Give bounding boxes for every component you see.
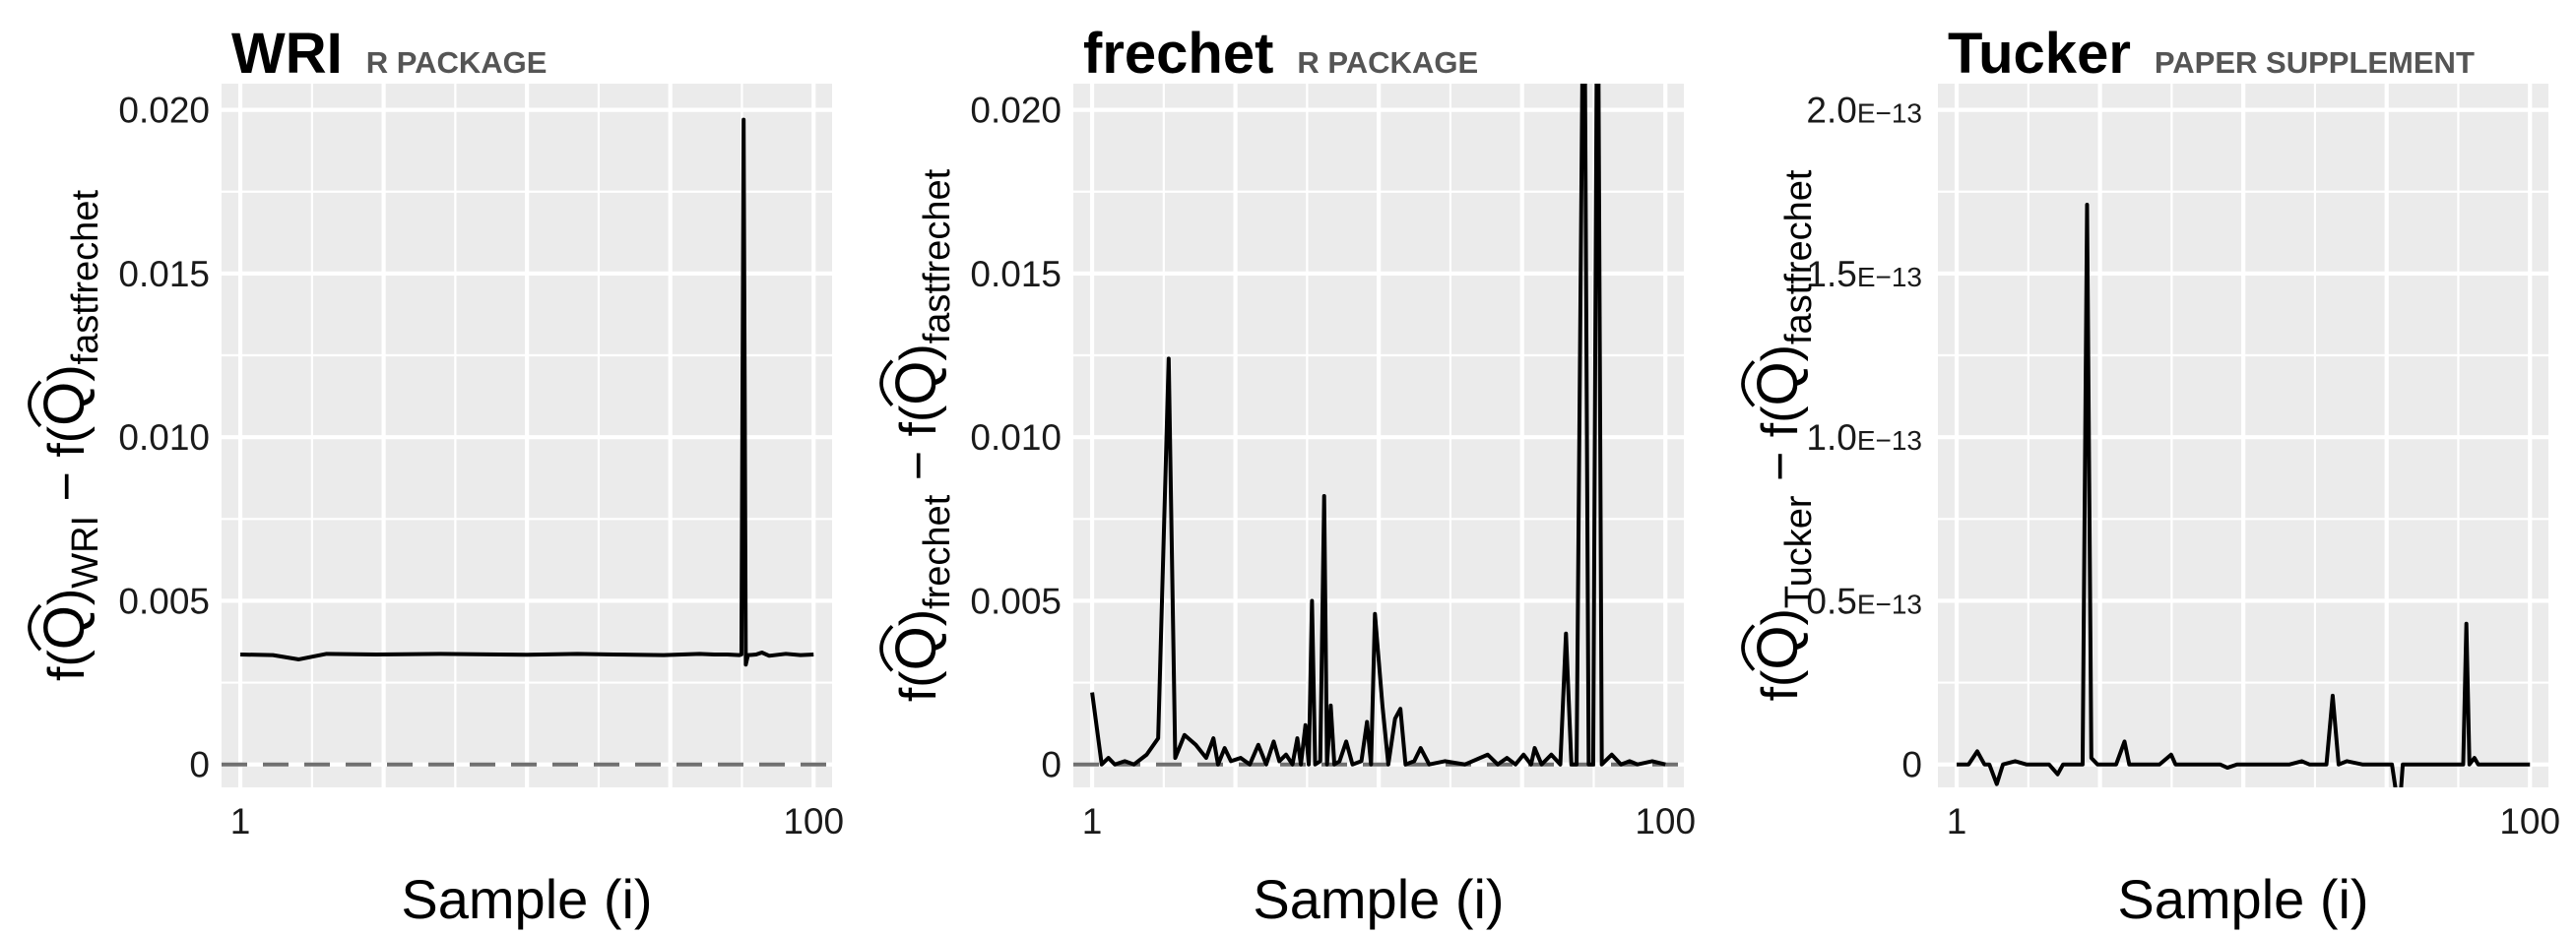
x-tick-label: 1 bbox=[230, 801, 251, 842]
ylabel-part: − f( bbox=[890, 405, 947, 495]
y-tick-label: 0 bbox=[1901, 745, 1922, 785]
x-tick-label: 100 bbox=[1635, 801, 1696, 842]
gridlines bbox=[1938, 84, 2548, 787]
y-tick-mantissa: 0 bbox=[1901, 745, 1922, 785]
x-tick-label: 100 bbox=[783, 801, 844, 842]
y-tick-mantissa: 1.0 bbox=[1806, 417, 1856, 458]
ylabel-hat-symbol: Q bbox=[32, 605, 97, 650]
y-axis-label: f(Q)frechet − f(Q)fastfrechet bbox=[879, 168, 958, 702]
ylabel-subscript: WRI bbox=[65, 516, 106, 589]
ylabel-subscript: fastfrechet bbox=[65, 190, 106, 365]
y-tick-label: 1.0E−13 bbox=[1806, 417, 1922, 458]
ylabel-hat-accent bbox=[28, 380, 42, 428]
ylabel-part: ) bbox=[38, 589, 96, 605]
y-tick-label: 0.010 bbox=[118, 417, 210, 458]
panel-1: 0 0.005 0.010 0.015 0.020 1 100 Sample (i) WRI R … bbox=[28, 22, 844, 930]
series-line bbox=[1090, 84, 1666, 767]
panel-title: frechet bbox=[1083, 22, 1273, 86]
panel-subtitle: PAPER SUPPLEMENT bbox=[2155, 45, 2475, 80]
ylabel-part: f( bbox=[38, 650, 96, 681]
panel-subtitle: R PACKAGE bbox=[1297, 45, 1478, 80]
y-tick-label: 0 bbox=[1041, 745, 1062, 785]
ylabel-hat-accent bbox=[879, 625, 894, 672]
ylabel-hat-symbol: Q bbox=[32, 382, 97, 426]
ylabel-part: ) bbox=[1752, 608, 1809, 625]
panel-title: Tucker bbox=[1948, 22, 2131, 86]
series-line bbox=[240, 117, 814, 667]
y-tick-exponent: E−13 bbox=[1857, 589, 1922, 619]
ylabel-hat-symbol: Q bbox=[1746, 626, 1810, 670]
y-tick-label: 0.005 bbox=[118, 581, 210, 621]
y-tick-label: 0.015 bbox=[118, 254, 210, 294]
y-tick-label: 0 bbox=[189, 745, 210, 785]
y-tick-mantissa: 1.5 bbox=[1806, 254, 1856, 294]
x-tick-label: 1 bbox=[1947, 801, 1967, 842]
panel-subtitle: R PACKAGE bbox=[366, 45, 547, 80]
panel-title: WRI bbox=[231, 22, 343, 86]
ylabel-hat-symbol: Q bbox=[1746, 361, 1810, 405]
x-axis-label: Sample (i) bbox=[1253, 868, 1504, 930]
x-axis-label: Sample (i) bbox=[2117, 868, 2368, 930]
y-tick-mantissa: 2.0 bbox=[1806, 91, 1856, 131]
y-axis-label-text: f(Q)Tucker − f(Q)fastfrechet bbox=[1746, 169, 1820, 701]
y-axis-label: f(Q)Tucker − f(Q)fastfrechet bbox=[1741, 169, 1820, 701]
y-tick-label: 0.5E−13 bbox=[1806, 581, 1922, 621]
x-axis-label: Sample (i) bbox=[401, 868, 652, 930]
ylabel-part: ) bbox=[38, 364, 96, 381]
y-tick-mantissa: 0.5 bbox=[1806, 581, 1856, 621]
y-tick-exponent: E−13 bbox=[1857, 425, 1922, 456]
ylabel-subscript: fastfrechet bbox=[917, 168, 958, 343]
y-axis-label-text: f(Q)WRI − f(Q)fastfrechet bbox=[32, 190, 106, 681]
y-tick-label: 0.020 bbox=[118, 91, 210, 131]
y-tick-label: 0.015 bbox=[970, 254, 1062, 294]
y-tick-exponent: E−13 bbox=[1857, 262, 1922, 292]
ylabel-hat-accent bbox=[879, 359, 894, 406]
ylabel-part: − f( bbox=[38, 425, 96, 516]
ylabel-subscript: Tucker bbox=[1778, 495, 1820, 608]
x-tick-label: 1 bbox=[1082, 801, 1103, 842]
ylabel-subscript: fastfrechet bbox=[1778, 169, 1820, 344]
x-tick-label: 100 bbox=[2499, 801, 2560, 842]
ylabel-hat-accent bbox=[28, 603, 42, 652]
y-tick-exponent: E−13 bbox=[1857, 98, 1922, 129]
ylabel-part: ) bbox=[1752, 344, 1809, 361]
y-tick-label: 1.5E−13 bbox=[1806, 254, 1922, 294]
ylabel-subscript: frechet bbox=[917, 494, 958, 609]
y-tick-label: 0.005 bbox=[970, 581, 1062, 621]
ylabel-part: ) bbox=[890, 609, 947, 626]
y-tick-label: 2.0E−13 bbox=[1806, 91, 1922, 131]
panel-2: 0 0.005 0.010 0.015 0.020 1 100 Sample (i) frech… bbox=[879, 22, 1696, 930]
ylabel-hat-symbol: Q bbox=[884, 626, 948, 670]
ylabel-part: f( bbox=[890, 670, 947, 702]
series-line bbox=[1957, 203, 2531, 787]
y-axis-label-text: f(Q)frechet − f(Q)fastfrechet bbox=[884, 168, 958, 702]
y-tick-label: 0.010 bbox=[970, 417, 1062, 458]
panel-3: 00.5E−131.0E−131.5E−132.0E−131 100Sample … bbox=[1741, 22, 2560, 930]
ylabel-part: − f( bbox=[1752, 405, 1809, 496]
ylabel-hat-accent bbox=[1741, 360, 1756, 407]
ylabel-hat-symbol: Q bbox=[884, 361, 948, 405]
ylabel-part: ) bbox=[890, 343, 947, 360]
ylabel-part: f( bbox=[1752, 669, 1809, 701]
y-axis-label: f(Q)WRI − f(Q)fastfrechet bbox=[28, 190, 106, 681]
y-tick-label: 0.020 bbox=[970, 91, 1062, 131]
ylabel-hat-accent bbox=[1741, 624, 1756, 671]
